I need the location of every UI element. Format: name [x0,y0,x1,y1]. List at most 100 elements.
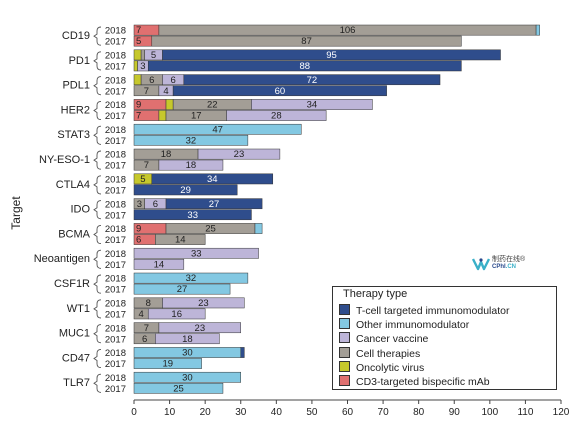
bar-segment-other [535,24,540,36]
bar-segment-oncolytic [133,74,142,86]
bar-segment-vaccine [158,159,224,171]
year-label: 2017 [105,136,126,147]
data-label: 87 [301,36,312,47]
year-label: 2017 [105,334,126,345]
year-label: 2017 [105,359,126,370]
data-label: 14 [175,235,186,246]
data-label: 25 [173,383,184,394]
data-label: 7 [144,323,149,334]
target-group: STAT3 2018 47 2017 32 [57,123,302,147]
bar-segment-oncolytic [133,49,142,61]
legend-swatch [339,332,350,344]
year-label: 2017 [105,235,126,246]
bar-segment-other [133,371,241,383]
legend-title: Therapy type [343,288,408,300]
legend-item-cd3: CD3-targeted bispecific mAb [339,375,490,388]
legend-item-tcell: T-cell targeted immunomodulator [339,304,510,317]
data-label: 60 [275,86,286,97]
bar-segment-vaccine [251,99,373,110]
data-label: 28 [271,111,282,122]
bar-segment-vaccine [147,308,206,320]
target-group: Neoantigen 2018 33 2017 14 [34,247,259,271]
target-label: CD47 [62,352,90,364]
data-label: 14 [154,259,165,270]
bar-segment-vaccine [133,258,185,270]
legend-label: CD3-targeted bispecific mAb [356,376,490,388]
bar-segment-vaccine [133,247,259,259]
x-tick-label: 100 [481,407,498,418]
data-label: 4 [163,86,168,97]
data-label: 34 [307,100,318,111]
data-label: 7 [144,160,149,171]
group-brace [93,100,102,121]
data-label: 17 [191,111,202,122]
data-label: 30 [182,372,193,383]
bar-segment-oncolytic [158,110,167,121]
data-label: 18 [161,149,172,160]
target-label: PDL1 [62,80,90,92]
bar-segment-other [133,272,249,284]
data-label: 3 [140,61,145,72]
data-label: 30 [182,348,193,359]
data-label: 6 [153,199,158,210]
legend [332,286,557,390]
year-label: 2017 [105,161,126,172]
legend-swatch [339,318,350,330]
data-label: 106 [340,25,356,36]
data-label: 5 [140,174,145,185]
year-label: 2017 [105,260,126,271]
target-group: PD1 2018 5 95 2017 3 88 [69,49,501,73]
watermark: 制药在线® CPhI.CN [472,254,538,276]
data-label: 27 [209,199,220,210]
group-brace [93,299,102,319]
target-label: IDO [70,204,90,216]
target-label: BCMA [58,228,90,240]
target-label: Neoantigen [34,253,90,265]
bar-segment-tcell [133,209,252,221]
data-label: 88 [300,61,311,72]
legend-label: Other immunomodulator [356,319,470,332]
target-label: CSF1R [54,278,90,290]
x-tick-label: 20 [200,407,212,418]
bar-segment-vaccine [162,297,245,309]
group-brace [93,175,102,195]
year-label: 2018 [105,249,126,260]
group-brace [93,249,102,269]
year-label: 2017 [105,310,126,321]
target-label: WT1 [67,303,90,315]
bar-segment-oncolytic [165,99,174,110]
year-label: 2018 [105,348,126,359]
group-brace [93,150,102,170]
group-brace [93,348,102,369]
year-label: 2017 [105,111,126,122]
target-group: MUC1 2018 7 23 2017 6 18 [59,322,242,345]
data-label: 27 [177,284,188,295]
target-group: CD47 2018 30 2017 19 [62,347,245,370]
x-tick-label: 80 [413,407,425,418]
data-label: 25 [205,224,216,235]
data-label: 7 [136,25,141,36]
legend-label: Cancer vaccine [356,333,429,346]
legend-item-vaccine: Cancer vaccine [339,332,428,345]
data-label: 16 [171,309,182,320]
group-brace [93,125,102,145]
legend-label: Oncolytic virus [356,361,425,374]
data-label: 18 [182,334,193,345]
data-label: 7 [144,86,149,97]
data-label: 19 [163,359,174,370]
x-tick-label: 60 [342,407,354,418]
data-label: 6 [149,75,154,86]
bar-segment-other [133,283,231,295]
bar-segment-other [254,223,263,234]
year-label: 2018 [105,224,126,235]
x-tick-label: 40 [271,407,283,418]
data-label: 9 [136,100,141,111]
year-label: 2017 [105,384,126,395]
watermark-en-text: CPhI.CN [492,264,517,270]
year-label: 2018 [105,51,126,62]
target-label: HER2 [61,104,90,116]
data-label: 23 [198,298,209,309]
watermark-cn-text: 制药在线® [492,256,526,263]
year-label: 2017 [105,285,126,296]
